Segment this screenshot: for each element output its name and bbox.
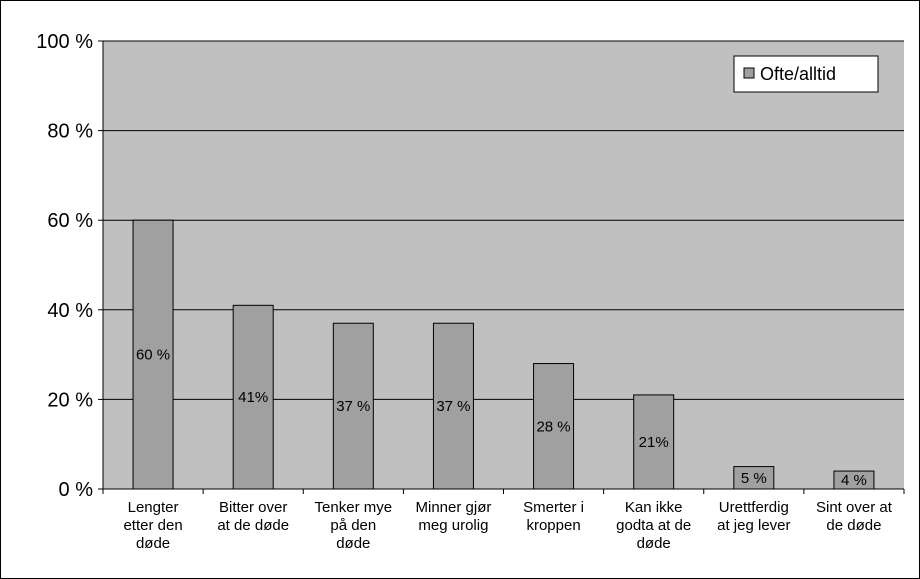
bar <box>332 322 374 490</box>
bar <box>232 304 274 490</box>
x-tick-label: Tenker mye på den døde <box>315 499 393 552</box>
data-labels: 60 % 41% 37 % 37 % 28 % 21% 5 % 4 % <box>136 347 867 489</box>
legend-box <box>733 55 879 93</box>
data-label: 4 % <box>841 472 867 489</box>
legend-swatch <box>743 67 755 79</box>
legend: Ofte/alltid <box>733 55 879 93</box>
x-tick-labels: Lengter etter den døde Bitter over at de død… <box>123 499 892 552</box>
x-tick-label: Bitter over at de døde <box>217 499 289 534</box>
data-label: 5 % <box>741 470 767 487</box>
bar <box>533 363 575 490</box>
plot-area <box>103 41 904 489</box>
data-label: 41% <box>238 389 268 406</box>
y-tick-label: 20 % <box>47 389 93 411</box>
y-tick-label: 80 % <box>47 121 93 143</box>
bar <box>432 322 474 490</box>
y-tick-label: 40 % <box>47 300 93 322</box>
y-tick-label: 100 % <box>36 31 93 53</box>
y-tick-label: 0 % <box>59 479 94 501</box>
x-tick-label: Smerter i kroppen <box>523 499 584 534</box>
data-label: 37 % <box>336 398 370 415</box>
data-label: 60 % <box>136 347 170 364</box>
data-label: 21% <box>639 434 669 451</box>
bar <box>633 394 675 490</box>
data-label: 28 % <box>536 418 570 435</box>
y-tick-labels: 0 % 20 % 40 % 60 % 80 % 100 % <box>36 31 93 501</box>
data-label: 37 % <box>436 398 470 415</box>
x-tick-label: Kan ikke godta at de døde <box>616 499 691 552</box>
x-tick-label: Urettferdig at jeg lever <box>717 499 790 534</box>
x-tick-label: Lengter etter den døde <box>123 499 182 552</box>
bars <box>132 219 875 490</box>
axes <box>98 40 905 494</box>
x-tick-label: Sint over at de døde <box>816 499 893 534</box>
legend-label: Ofte/alltid <box>760 64 836 84</box>
y-tick-label: 60 % <box>47 210 93 232</box>
x-tick-label: Minner gjør meg urolig <box>416 499 492 534</box>
